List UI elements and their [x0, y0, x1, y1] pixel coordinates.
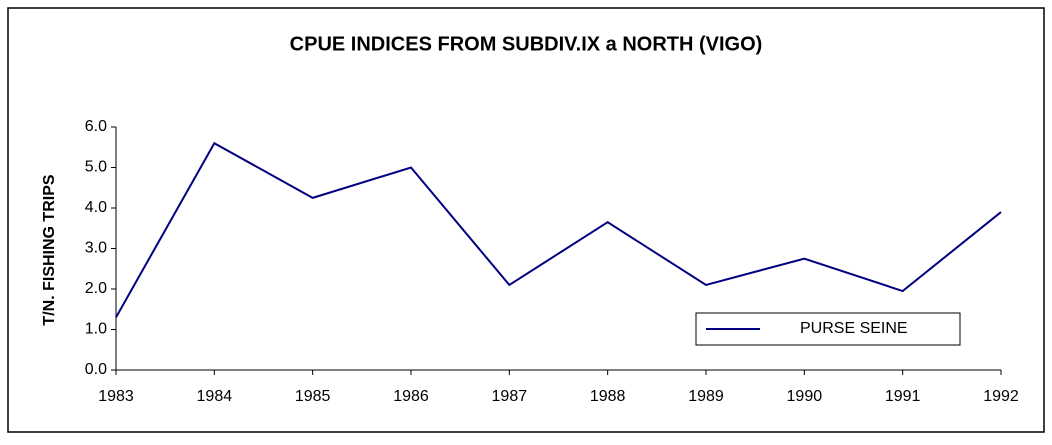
x-tick-label: 1988 [590, 388, 626, 405]
x-tick-label: 1987 [492, 388, 528, 405]
x-tick-label: 1989 [688, 388, 724, 405]
y-tick-label: 6.0 [85, 118, 107, 135]
chart-frame [7, 7, 1045, 433]
data-line [115, 141, 1002, 318]
x-tick-label: 1983 [98, 388, 134, 405]
y-axis-label: T/N. FISHING TRIPS [41, 174, 58, 325]
y-tick-label: 3.0 [85, 240, 107, 257]
y-tick-label: 4.0 [85, 199, 107, 216]
x-tick-label: 1991 [885, 388, 921, 405]
chart-title: CPUE INDICES FROM SUBDIV.IX a NORTH (VIG… [290, 33, 763, 55]
x-tick-label: 1985 [295, 388, 331, 405]
x-tick-label: 1984 [197, 388, 233, 405]
y-tick-label: 0.0 [85, 361, 107, 378]
legend-label: PURSE SEINE [800, 320, 908, 337]
y-tick-label: 5.0 [85, 159, 107, 176]
x-tick-label: 1990 [787, 388, 823, 405]
x-tick-label: 1986 [393, 388, 429, 405]
y-tick-label: 2.0 [85, 280, 107, 297]
x-tick-label: 1992 [983, 388, 1019, 405]
y-tick-label: 1.0 [85, 321, 107, 338]
